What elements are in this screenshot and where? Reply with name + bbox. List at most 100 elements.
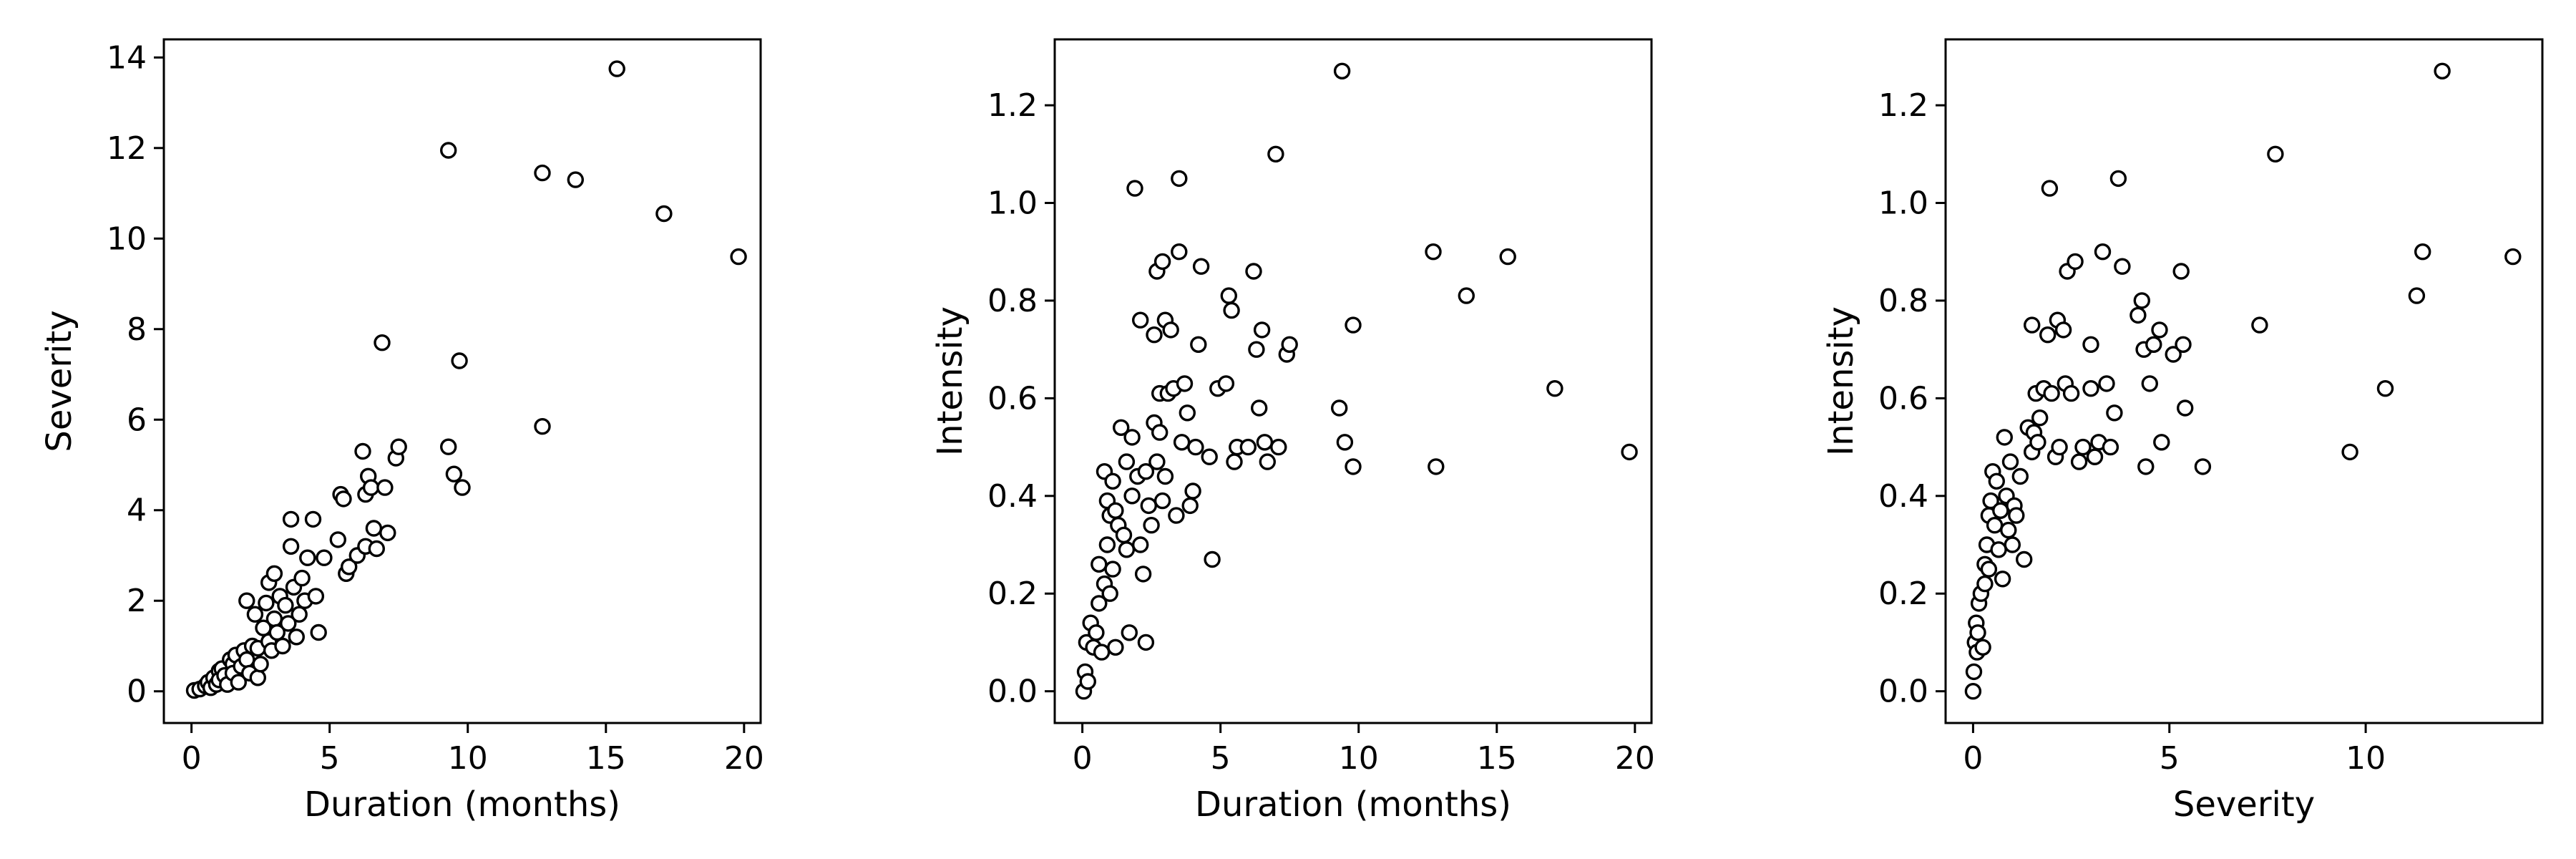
data-point — [1131, 311, 1149, 329]
y-tick-label: 1.2 — [987, 87, 1038, 124]
data-point — [2109, 170, 2127, 188]
data-point — [1101, 585, 1118, 602]
y-tick-label: 0.4 — [1878, 478, 1928, 515]
data-point — [2376, 380, 2394, 397]
data-point — [2153, 434, 2170, 451]
subplot-3: 0 5 10 0.0 0.2 0.4 0.6 0.8 1.0 1.2 Severity Intensi… — [1821, 38, 2544, 825]
data-point — [1964, 683, 1982, 700]
data-point — [440, 142, 457, 159]
data-point — [1168, 507, 1185, 524]
data-point — [1223, 301, 1240, 319]
data-point — [1204, 550, 1221, 568]
data-point — [1184, 482, 1201, 500]
data-point — [1176, 375, 1194, 392]
data-point — [2114, 258, 2131, 275]
data-point — [1546, 380, 1563, 397]
x-tick-label: 5 — [2160, 740, 2180, 777]
data-point — [280, 615, 297, 632]
data-point — [2151, 321, 2168, 339]
data-point — [368, 540, 385, 558]
data-point — [2341, 443, 2358, 461]
data-point — [1104, 560, 1121, 578]
data-point — [1162, 321, 1179, 339]
data-point — [2041, 180, 2059, 197]
data-point — [2137, 458, 2155, 475]
y-tick-label: 1.2 — [1878, 87, 1928, 124]
data-point — [1253, 321, 1271, 339]
data-point — [1112, 419, 1130, 436]
data-point — [1187, 438, 1204, 456]
data-point — [1123, 429, 1141, 446]
data-point — [379, 524, 396, 542]
data-point — [1336, 434, 1354, 451]
data-point — [1134, 566, 1152, 583]
data-point — [608, 60, 625, 77]
data-point — [2015, 550, 2033, 568]
data-point — [1091, 555, 1108, 573]
data-point — [2141, 375, 2159, 392]
data-point — [1153, 492, 1171, 510]
data-point — [2194, 458, 2212, 475]
data-point — [1098, 536, 1116, 553]
data-point — [265, 565, 283, 582]
data-points — [1075, 62, 1638, 700]
y-tick-label: 14 — [107, 39, 147, 76]
data-point — [2133, 292, 2151, 309]
data-point — [1428, 458, 1445, 475]
data-point — [1146, 326, 1163, 344]
data-point — [454, 479, 471, 496]
data-point — [258, 594, 275, 612]
data-point — [1980, 560, 1998, 578]
y-tick-label: 10 — [107, 220, 147, 257]
x-tick-label: 0 — [1963, 740, 1983, 777]
data-point — [1974, 639, 1991, 656]
x-tick-label: 5 — [320, 740, 340, 777]
y-tick-label: 0.2 — [1878, 576, 1928, 612]
data-point — [567, 171, 584, 188]
data-point — [1270, 438, 1287, 456]
data-point — [1245, 263, 1262, 280]
data-point — [2070, 453, 2088, 470]
y-tick-label: 4 — [127, 492, 147, 529]
data-point — [390, 438, 407, 455]
data-point — [1104, 472, 1121, 490]
data-point — [1969, 624, 1986, 641]
x-tick-label: 10 — [2346, 740, 2386, 777]
data-point — [1088, 624, 1105, 641]
data-point — [365, 520, 383, 537]
data-point — [2106, 404, 2123, 422]
y-axis-label: Severity — [39, 310, 79, 452]
data-point — [2267, 145, 2284, 163]
data-point — [268, 623, 286, 641]
data-point — [265, 610, 283, 628]
data-point — [1982, 492, 1999, 510]
data-point — [299, 549, 316, 566]
data-point — [1126, 180, 1143, 197]
data-point — [1330, 399, 1348, 417]
x-tick-label: 10 — [448, 740, 488, 777]
data-point — [1994, 571, 2011, 588]
data-point — [1118, 541, 1136, 558]
x-axis-label: Duration (months) — [304, 785, 620, 825]
data-point — [1179, 404, 1196, 422]
data-point — [1996, 429, 2014, 446]
y-tick-label: 2 — [127, 583, 147, 619]
data-point — [534, 418, 551, 435]
subplot-2: 0 5 10 15 20 0.0 0.2 0.4 0.6 0.8 1.0 1.2 Duration (m… — [930, 38, 1655, 825]
data-point — [1115, 526, 1133, 544]
data-point — [1123, 487, 1141, 505]
data-point — [440, 438, 457, 455]
subplot-1: 0 5 10 15 20 0 2 4 6 8 10 12 14 Duration (months) Seve… — [39, 38, 764, 825]
y-tick-label: 0.8 — [987, 283, 1038, 319]
data-points — [1964, 62, 2522, 700]
data-point — [1248, 341, 1265, 358]
data-point — [1131, 536, 1149, 553]
data-point — [1171, 170, 1188, 188]
data-point — [2054, 321, 2072, 339]
data-point — [1107, 639, 1124, 656]
data-point — [2031, 409, 2049, 427]
x-axis-label: Severity — [2173, 785, 2315, 825]
data-point — [1965, 663, 1983, 681]
data-point — [2094, 243, 2112, 261]
